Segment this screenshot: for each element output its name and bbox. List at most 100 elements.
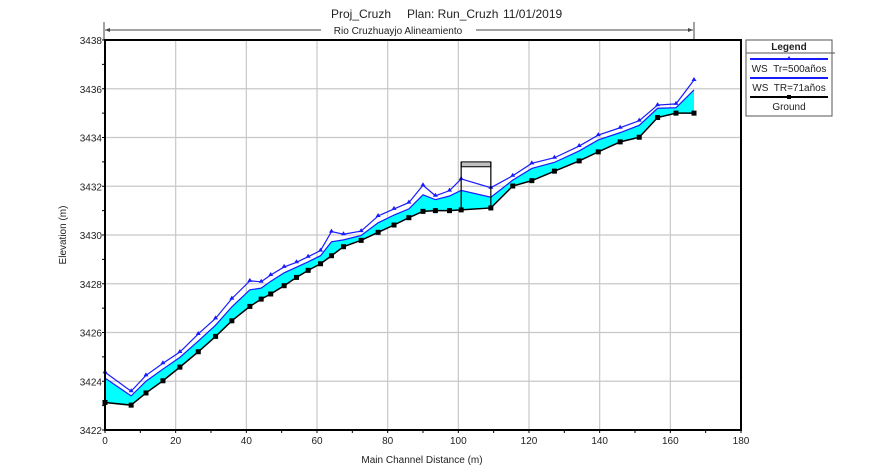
ws-tr500-point [305,253,311,258]
ground-point [691,110,697,116]
ws-tr500-point [691,76,697,81]
ground-point [529,178,535,184]
ground-point [655,115,661,121]
water-fill-tr71 [105,89,695,406]
ground-point [488,205,494,211]
legend-title: Legend [771,42,807,53]
plot-area [102,76,697,408]
ws-tr500-point [143,372,149,377]
ws-tr500-point [447,187,452,192]
ground-point [341,244,346,250]
ws-tr500-point [328,228,334,233]
ground-point [595,149,601,155]
ws-tr500-point [318,247,324,252]
ground-point [305,267,311,273]
y-tick-label: 3438 [80,36,103,47]
ground-point [213,333,219,339]
ws-tr500-point [375,212,381,217]
y-tick-label: 3428 [80,280,103,291]
y-tick-label: 3430 [80,231,103,242]
ws-tr500-point [213,315,219,320]
ground-point [375,229,381,235]
ws-tr500-point [432,192,438,197]
ws-tr500-point [617,124,623,129]
ground-point [177,364,183,370]
ground-point [281,283,287,289]
ground-point [268,291,274,297]
bridge-deck [460,161,492,168]
ws-tr500-point [391,205,397,210]
ws-tr500-point [420,182,426,187]
x-tick-label: 80 [382,436,394,447]
ws-tr500-point [595,132,601,137]
y-tick-label: 3422 [80,426,103,437]
reach-label: Rio Cruzhuayjo Alineamiento [334,26,463,37]
chart-title-plan: Plan: Run_Cruzh [407,7,498,21]
ground-point [673,110,679,116]
ws-tr500-point [294,259,300,264]
ground-point [229,318,235,324]
ground-point [143,390,149,396]
ground-point [358,237,364,243]
ground-point [258,296,264,302]
ws-tr500-point [341,231,346,236]
ws-tr500-point [655,102,661,107]
ground-point [406,215,412,221]
legend-triangle-icon [786,56,792,60]
ground-point [318,261,324,267]
ws-tr500-point [258,278,264,283]
x-tick-label: 160 [662,436,679,447]
ground-point [458,207,464,213]
ws-tr500-point [551,154,557,159]
legend-ws500: WS Tr=500años [752,64,827,75]
ground-point [447,208,452,214]
ground-point [510,183,516,189]
x-tick-label: 0 [102,436,108,447]
legend-ws71: WS TR=71años [752,83,825,94]
y-tick-label: 3424 [80,377,103,388]
legend-square-icon [787,95,791,99]
ground-point [247,303,253,309]
reach-arrow [103,22,695,40]
axes: 0 20 40 60 80 100 120 140 160 180 3422 3424 3426 3428… [80,36,750,447]
ground-point [128,402,134,408]
ws-tr500-point [177,349,183,353]
x-tick-label: 60 [311,436,323,447]
ws-tr500-point [636,117,642,122]
ws-tr500-point [281,263,287,268]
ground-point [328,253,334,259]
ws-tr500-point [510,172,516,177]
ground-point [195,349,201,355]
y-tick-label: 3434 [80,134,103,145]
ws-tr500-point [406,199,412,204]
ws-tr500-point [673,100,679,105]
y-axis-label: Elevation (m) [58,206,69,265]
y-tick-label: 3432 [80,182,103,193]
ws-tr500-point [160,360,166,365]
ws-tr71-line [104,89,695,397]
ws-tr500-point [268,271,274,276]
ground-point [551,168,557,174]
legend: Legend WS Tr=500años WS TR=71años Ground [745,39,835,117]
x-tick-label: 20 [170,436,182,447]
chart-title-project: Proj_Cruzh [331,7,391,21]
x-tick-label: 120 [521,436,538,447]
ground-point [294,274,300,280]
ground-point [576,158,582,164]
x-axis-label: Main Channel Distance (m) [361,455,482,466]
plot-frame [104,39,742,431]
x-tick-label: 40 [241,436,253,447]
ground-point [160,378,166,384]
ws-tr500-point [229,295,235,300]
ground-point [432,208,438,214]
ground-point [391,222,397,228]
grid [104,39,742,431]
ws-tr500-point [576,143,582,148]
ground-point [636,134,642,140]
y-tick-label: 3436 [80,85,103,96]
ws-tr500-point [195,330,201,335]
x-tick-label: 100 [450,436,467,447]
ws-tr500-point [358,228,364,233]
ws-tr500-point [128,388,134,393]
